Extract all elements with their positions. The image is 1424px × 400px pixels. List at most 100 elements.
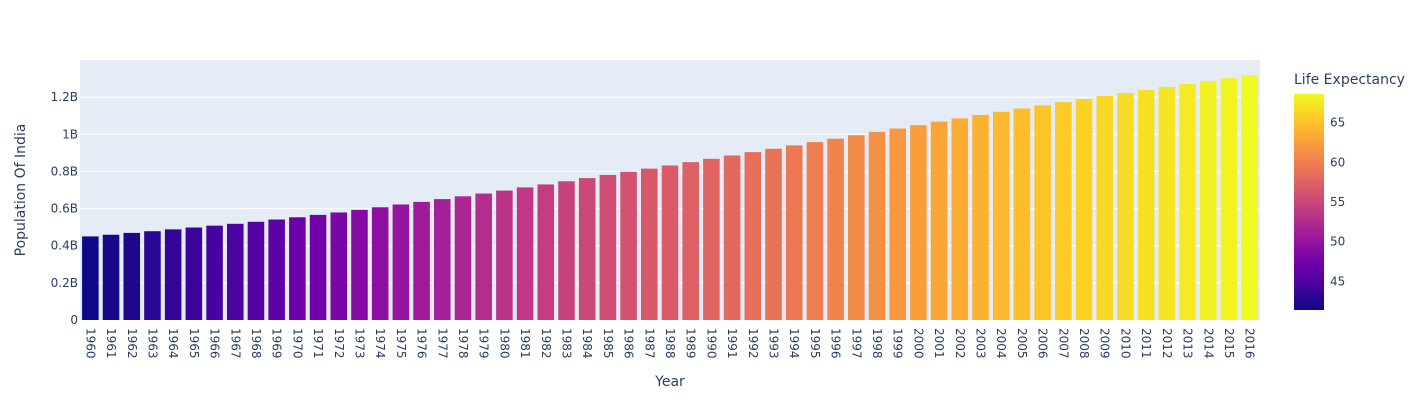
bar: [185, 227, 203, 320]
x-tick-label: 1965: [187, 328, 201, 359]
bar: [1055, 102, 1072, 320]
x-tick-label: 2014: [1201, 328, 1215, 359]
x-tick-label: 1971: [311, 328, 325, 359]
x-tick-label: 1982: [539, 328, 553, 359]
x-tick-label: 2009: [1098, 328, 1112, 359]
colorbar-tick-label: 65: [1330, 116, 1345, 130]
x-tick-label: 1993: [767, 328, 781, 359]
x-tick-label: 2012: [1160, 328, 1174, 359]
bar: [475, 193, 492, 320]
x-tick-label: 1980: [497, 328, 511, 359]
x-tick-label: 1960: [83, 328, 97, 359]
x-tick-label: 1991: [725, 328, 739, 359]
y-axis-title: Population Of India: [13, 124, 29, 257]
bar: [765, 148, 782, 320]
bar: [1158, 86, 1176, 321]
x-tick-label: 1962: [125, 328, 139, 359]
bar: [972, 114, 989, 320]
x-tick-label: 1977: [435, 328, 449, 359]
bar: [744, 152, 762, 320]
x-tick-label: 1986: [622, 328, 636, 359]
bar: [289, 217, 306, 320]
x-tick-label: 1998: [870, 328, 884, 359]
x-tick-label: 2008: [1077, 328, 1091, 359]
y-tick-label: 1.2B: [51, 90, 78, 104]
x-tick-label: 2002: [953, 328, 967, 359]
bar: [620, 171, 637, 320]
x-tick-label: 1970: [290, 328, 304, 359]
x-tick-label: 2010: [1118, 328, 1132, 359]
bar: [641, 168, 658, 320]
bar: [102, 234, 120, 320]
x-tick-label: 1961: [104, 328, 118, 359]
bar: [1241, 75, 1258, 320]
bar: [723, 155, 741, 320]
x-tick-label: 1987: [642, 328, 656, 359]
x-tick-label: 1999: [891, 328, 905, 359]
bar: [268, 219, 285, 320]
x-tick-label: 2007: [1056, 328, 1070, 359]
x-tick-label: 1973: [352, 328, 366, 359]
x-tick-label: 1969: [270, 328, 284, 359]
bar: [226, 223, 244, 320]
x-tick-label: 1997: [849, 328, 863, 359]
x-tick-label: 1963: [145, 328, 159, 359]
x-tick-label: 2001: [932, 328, 946, 359]
y-tick-label: 1B: [62, 127, 78, 141]
y-tick-label: 0.4B: [51, 239, 78, 253]
bar: [164, 229, 182, 320]
x-tick-label: 1989: [684, 328, 698, 359]
bar: [661, 165, 679, 320]
bar: [247, 221, 265, 320]
colorbar-tick-label: 45: [1330, 274, 1345, 288]
x-tick-label: 1995: [808, 328, 822, 359]
x-tick-label: 1975: [394, 328, 408, 359]
x-tick-label: 2011: [1139, 328, 1153, 359]
x-tick-label: 1967: [228, 328, 242, 359]
bar: [889, 128, 906, 320]
x-tick-label: 1981: [518, 328, 532, 359]
y-tick-label: 0.2B: [51, 276, 78, 290]
bar: [1179, 84, 1196, 320]
bars: [82, 75, 1258, 321]
x-tick-label: 2005: [1015, 328, 1029, 359]
bar: [392, 204, 410, 320]
bar: [351, 209, 368, 320]
bar: [434, 199, 451, 320]
bar: [1199, 81, 1217, 320]
x-tick-label: 1996: [829, 328, 843, 359]
bar: [806, 142, 824, 320]
bar: [951, 118, 969, 320]
y-tick-label: 0: [70, 313, 78, 327]
y-tick-label: 0.8B: [51, 164, 78, 178]
bar: [1117, 93, 1134, 320]
bar: [558, 181, 575, 320]
colorbar-tick-label: 50: [1330, 235, 1345, 249]
x-tick-label: 1968: [249, 328, 263, 359]
bar: [496, 190, 513, 320]
x-tick-label: 2006: [1036, 328, 1050, 359]
bar: [827, 138, 844, 320]
x-tick-label: 1978: [456, 328, 470, 359]
x-tick-label: 2003: [974, 328, 988, 359]
x-tick-labels: 1960 1961 1962 1963 1964 1965 1966 1967 1968 1969…: [83, 328, 1256, 359]
bar: [1137, 89, 1155, 321]
colorbar-title: Life Expectancy: [1294, 72, 1405, 88]
x-tick-label: 1974: [373, 328, 387, 359]
x-tick-label: 1988: [663, 328, 677, 359]
x-tick-label: 1966: [208, 328, 222, 359]
x-tick-label: 1964: [166, 328, 180, 359]
bar: [785, 145, 803, 320]
bar: [371, 207, 389, 320]
x-tick-label: 1985: [601, 328, 615, 359]
x-tick-label: 1976: [415, 328, 429, 359]
x-tick-label: 1972: [332, 328, 346, 359]
x-tick-label: 1984: [580, 328, 594, 359]
bar: [82, 236, 99, 320]
colorbar: Life Expectancy 45 50 55 60 65: [1294, 72, 1405, 310]
x-tick-label: 2004: [994, 328, 1008, 359]
y-tick-label: 0.6B: [51, 202, 78, 216]
bar: [578, 178, 596, 320]
